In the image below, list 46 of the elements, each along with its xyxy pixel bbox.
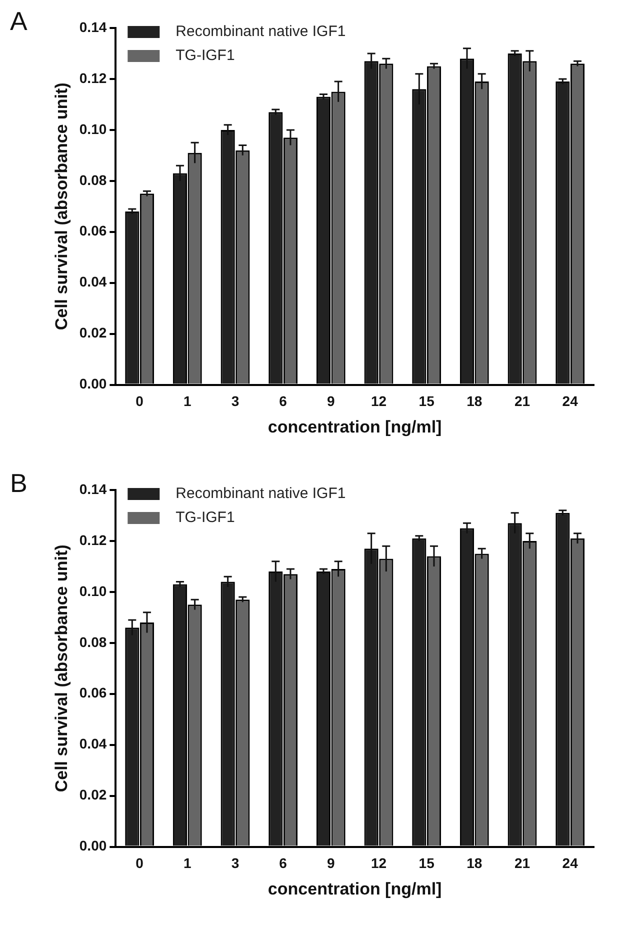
x-tick-label: 18 — [466, 855, 482, 872]
x-tick-label: 0 — [136, 393, 144, 410]
legend-label: TG-IGF1 — [176, 47, 235, 64]
y-tick-label: 0.00 — [79, 838, 107, 854]
x-axis-title: concentration [ng/ml] — [268, 879, 442, 898]
y-tick-label: 0.04 — [79, 736, 107, 752]
y-tick-label: 0.08 — [79, 634, 107, 650]
y-tick-label: 0.12 — [79, 70, 107, 86]
x-tick-label: 6 — [279, 393, 288, 410]
x-tick-label: 3 — [231, 393, 240, 410]
y-tick-label: 0.14 — [79, 480, 107, 497]
text: B — [10, 468, 28, 498]
y-tick-label: 0.10 — [79, 582, 107, 599]
y-axis-title: Cell survival (absorbance unit) — [52, 82, 71, 330]
x-tick-label: 24 — [562, 855, 578, 872]
y-tick-label: 0.10 — [79, 120, 107, 137]
x-tick-label: 1 — [184, 393, 192, 410]
x-tick-label: 9 — [327, 855, 336, 872]
x-tick-label: 21 — [514, 393, 530, 410]
y-tick-label: 0.06 — [79, 222, 107, 239]
x-tick-label: 1 — [184, 855, 192, 872]
legend-label: Recombinant native IGF1 — [176, 485, 346, 502]
x-tick-label: 18 — [466, 393, 482, 410]
x-tick-label: 12 — [370, 855, 387, 872]
x-tick-label: 0 — [136, 855, 144, 872]
y-tick-label: 0.06 — [79, 684, 107, 701]
x-tick-label: 9 — [327, 393, 336, 410]
x-tick-label: 21 — [514, 855, 530, 872]
y-axis-title: Cell survival (absorbance unit) — [52, 544, 71, 792]
text: A — [10, 6, 28, 36]
y-tick-label: 0.02 — [79, 786, 107, 803]
y-tick-label: 0.12 — [79, 532, 107, 548]
y-tick-label: 0.00 — [79, 376, 107, 392]
y-tick-label: 0.02 — [79, 324, 107, 341]
x-tick-label: 3 — [231, 855, 240, 872]
y-tick-label: 0.14 — [79, 18, 107, 35]
legend-label: TG-IGF1 — [176, 509, 235, 526]
legend-label: Recombinant native IGF1 — [176, 23, 346, 40]
x-axis-title: concentration [ng/ml] — [268, 417, 442, 436]
y-tick-label: 0.08 — [79, 172, 107, 188]
x-tick-label: 15 — [418, 855, 435, 872]
x-tick-label: 6 — [279, 855, 288, 872]
x-tick-label: 12 — [370, 393, 387, 410]
y-tick-label: 0.04 — [79, 274, 107, 290]
x-tick-label: 15 — [418, 393, 435, 410]
x-tick-label: 24 — [562, 393, 578, 410]
